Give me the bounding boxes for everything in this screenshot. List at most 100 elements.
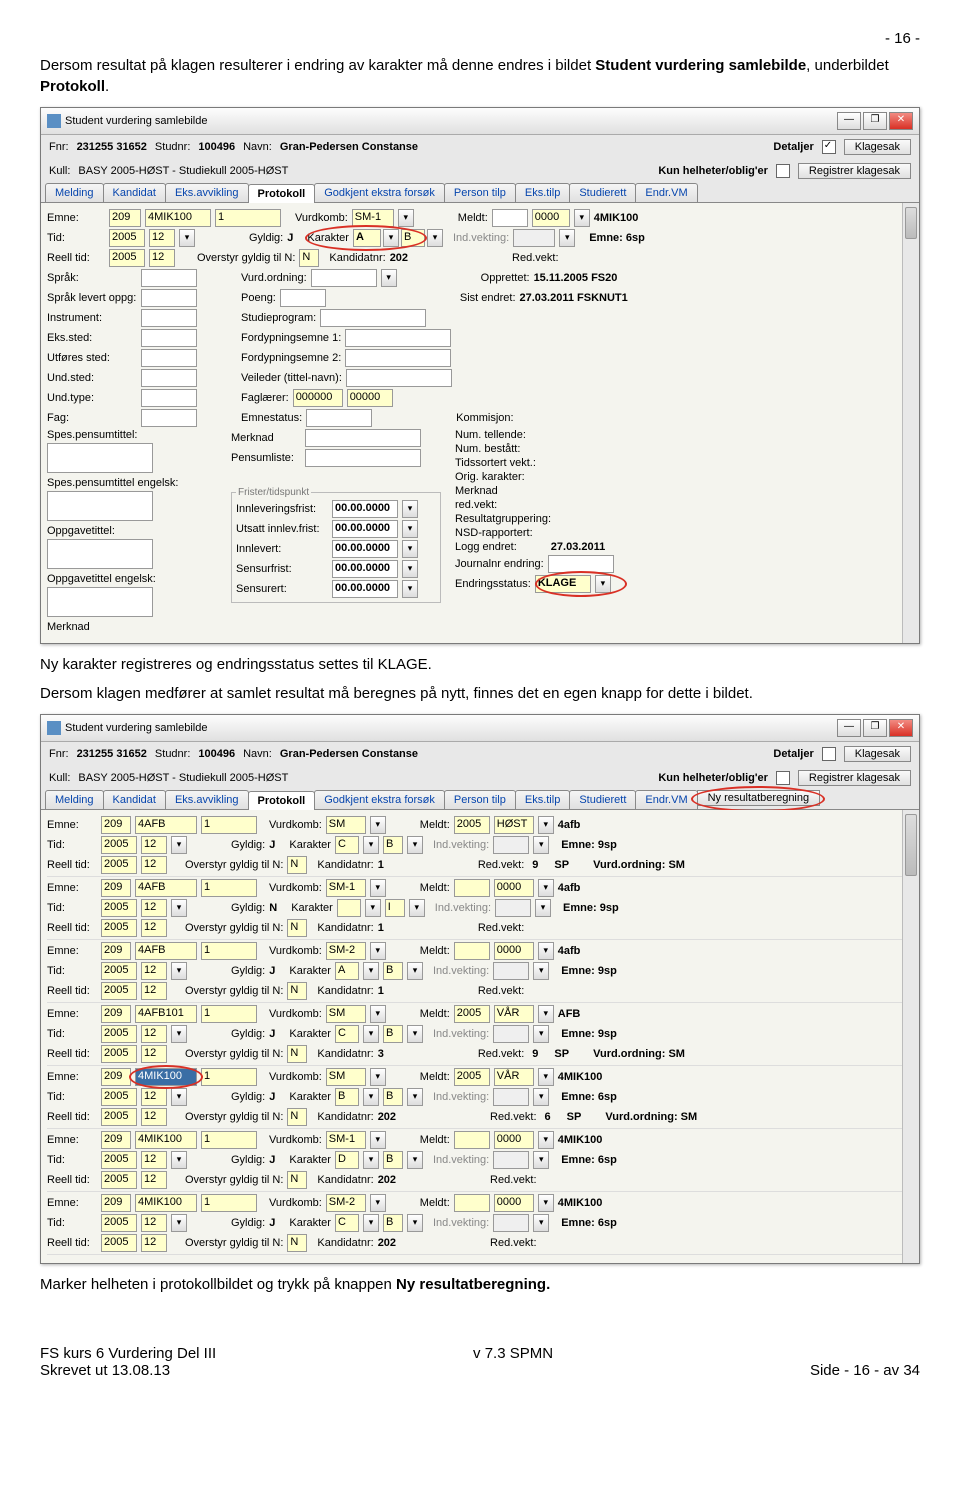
dropdown-icon[interactable]: ▾ [402, 540, 418, 558]
dropdown-icon[interactable]: ▾ [398, 209, 414, 227]
tab-studierett[interactable]: Studierett [569, 790, 636, 809]
window-1: Student vurdering samlebilde — ❐ ✕ Fnr:2… [40, 107, 920, 644]
tab-eksavvikling[interactable]: Eks.avvikling [165, 790, 249, 809]
dropdown-icon[interactable]: ▾ [402, 500, 418, 518]
minimize-button[interactable]: — [837, 719, 861, 737]
helheter-checkbox[interactable] [776, 164, 790, 178]
val: 100496 [198, 748, 235, 760]
lbl: Sist endret: [460, 292, 516, 304]
tab-endrvm[interactable]: Endr.VM [635, 790, 697, 809]
emne-input[interactable]: 209 [109, 209, 141, 227]
tab-protokoll[interactable]: Protokoll [248, 184, 316, 203]
window-title: Student vurdering samlebilde [65, 722, 207, 734]
detaljer-checkbox[interactable] [822, 140, 836, 154]
detaljer-checkbox[interactable] [822, 747, 836, 761]
val: 15.11.2005 FS20 [534, 272, 618, 284]
close-button[interactable]: ✕ [889, 112, 913, 130]
lbl: Tidssortert vekt.: [455, 457, 536, 469]
lbl: Karakter [307, 232, 349, 244]
klagesak-button[interactable]: Klagesak [844, 746, 911, 762]
scrollbar[interactable] [902, 203, 919, 643]
lbl: Opprettet: [481, 272, 530, 284]
tab-studierett[interactable]: Studierett [569, 183, 636, 202]
helheter-checkbox[interactable] [776, 771, 790, 785]
maximize-button[interactable]: ❐ [863, 719, 887, 737]
dropdown-icon[interactable]: ▾ [381, 269, 397, 287]
date-input[interactable]: 00.00.0000 [332, 580, 398, 598]
tab-melding[interactable]: Melding [45, 790, 104, 809]
tab-melding[interactable]: Melding [45, 183, 104, 202]
form-area-1: Emne: 209 4MIK100 1 Vurdkomb: SM-1▾ Meld… [41, 203, 919, 643]
dropdown-icon[interactable]: ▾ [383, 229, 399, 247]
t: . [105, 78, 109, 95]
dropdown-icon[interactable]: ▾ [574, 209, 590, 227]
tab-eksavvikling[interactable]: Eks.avvikling [165, 183, 249, 202]
lbl: Kandidatnr: [329, 252, 385, 264]
date-input[interactable]: 00.00.0000 [332, 520, 398, 538]
lbl: Studnr: [155, 748, 190, 760]
lbl: Gyldig: [249, 232, 283, 244]
lbl: Innlevert: [236, 543, 328, 555]
dropdown-icon[interactable]: ▾ [559, 229, 575, 247]
lbl: Eks.sted: [47, 332, 137, 344]
karakter-input[interactable]: A [353, 229, 381, 247]
registrer-button[interactable]: Registrer klagesak [798, 770, 911, 786]
dropdown-icon[interactable]: ▾ [402, 560, 418, 578]
footer-text: FS kurs 6 Vurdering Del III [40, 1345, 216, 1362]
dropdown-icon[interactable]: ▾ [402, 580, 418, 598]
val: J [287, 232, 293, 244]
dropdown-icon[interactable]: ▾ [595, 575, 611, 593]
tab-kandidat[interactable]: Kandidat [103, 790, 166, 809]
lbl: Instrument: [47, 312, 137, 324]
lbl: Detaljer [773, 141, 813, 153]
tab-persontilp[interactable]: Person tilp [444, 790, 516, 809]
minimize-button[interactable]: — [837, 112, 861, 130]
lbl: Resultatgruppering: [455, 513, 551, 525]
tab-kandidat[interactable]: Kandidat [103, 183, 166, 202]
tab-godkjent[interactable]: Godkjent ekstra forsøk [314, 183, 445, 202]
emne-input[interactable]: 4MIK100 [145, 209, 211, 227]
date-input[interactable]: 00.00.0000 [332, 560, 398, 578]
lbl: Sensurfrist: [236, 563, 328, 575]
lbl: Oppgavetittel: [47, 525, 115, 537]
registrer-button[interactable]: Registrer klagesak [798, 163, 911, 179]
karakter-input2[interactable]: B [401, 229, 425, 247]
date-input[interactable]: 00.00.0000 [332, 500, 398, 518]
faglaerer-input[interactable]: 00000 [347, 389, 393, 407]
ny-resultatberegning-button[interactable]: Ny resultatberegning [697, 790, 821, 806]
close-button[interactable]: ✕ [889, 719, 913, 737]
dropdown-icon[interactable]: ▾ [427, 229, 443, 247]
tab-protokoll[interactable]: Protokoll [248, 791, 316, 810]
endringsstatus-input[interactable]: KLAGE [535, 575, 591, 593]
tid-input[interactable]: 12 [149, 229, 175, 247]
dropdown-icon[interactable]: ▾ [179, 229, 195, 247]
faglaerer-input[interactable]: 000000 [293, 389, 343, 407]
vurdkomb-input[interactable]: SM-1 [352, 209, 394, 227]
tab-godkjent[interactable]: Godkjent ekstra forsøk [314, 790, 445, 809]
lbl: Fordypningsemne 2: [241, 352, 341, 364]
tab-ekstilp[interactable]: Eks.tilp [515, 790, 570, 809]
maximize-button[interactable]: ❐ [863, 112, 887, 130]
window-title: Student vurdering samlebilde [65, 115, 207, 127]
lbl: Num. tellende: [455, 429, 526, 441]
t: Marker helheten i protokollbildet og try… [40, 1276, 396, 1293]
emne-input[interactable]: 1 [215, 209, 281, 227]
klagesak-button[interactable]: Klagesak [844, 139, 911, 155]
tab-ekstilp[interactable]: Eks.tilp [515, 183, 570, 202]
overstyr-input[interactable]: N [299, 249, 319, 267]
meldt-input[interactable]: 0000 [532, 209, 570, 227]
lbl: Tid: [47, 232, 105, 244]
lbl: Språk levert oppg: [47, 292, 137, 304]
tid-input[interactable]: 2005 [109, 229, 145, 247]
app-icon [47, 114, 61, 128]
mid-paragraph2: Dersom klagen medfører at samlet resulta… [40, 683, 920, 704]
lbl: Merknad [455, 485, 498, 497]
header-row-1: Fnr:231255 31652 Studnr:100496 Navn:Gran… [41, 135, 919, 159]
t: Protokoll [40, 78, 105, 95]
tab-persontilp[interactable]: Person tilp [444, 183, 516, 202]
dropdown-icon[interactable]: ▾ [402, 520, 418, 538]
date-input[interactable]: 00.00.0000 [332, 540, 398, 558]
reell-input[interactable]: 12 [149, 249, 175, 267]
reell-input[interactable]: 2005 [109, 249, 145, 267]
tab-endrvm[interactable]: Endr.VM [635, 183, 697, 202]
